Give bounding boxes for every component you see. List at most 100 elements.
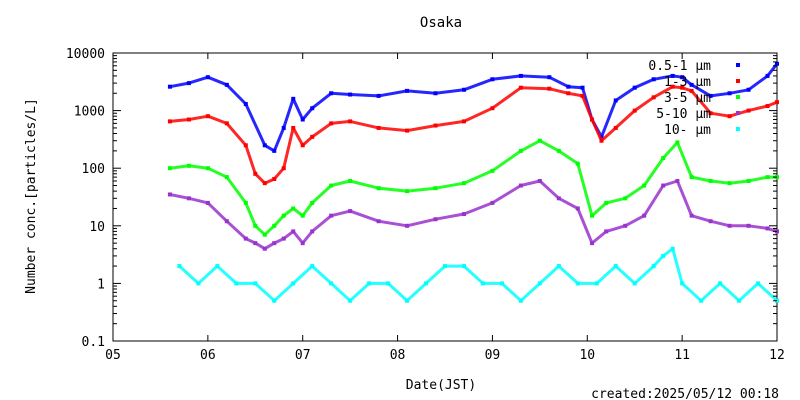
data-point	[329, 121, 334, 126]
data-point	[556, 196, 561, 201]
y-axis-label: Number conc.[particles/L]	[24, 98, 39, 294]
data-point	[196, 281, 201, 286]
data-point	[727, 223, 732, 228]
data-point	[461, 212, 466, 217]
legend-marker	[736, 63, 740, 67]
data-point	[689, 88, 694, 93]
data-point	[727, 181, 732, 186]
y-tick-label: 10000	[66, 47, 105, 62]
data-point	[490, 200, 495, 205]
data-point	[518, 298, 523, 303]
data-point	[708, 111, 713, 116]
y-axis: 0.1 1 10 100 1000 10000	[66, 47, 777, 350]
data-point	[205, 75, 210, 80]
data-point	[594, 281, 599, 286]
data-point	[623, 196, 628, 201]
data-point	[490, 106, 495, 111]
data-point	[518, 85, 523, 90]
data-point	[547, 75, 552, 80]
x-axis-label: Date(JST)	[406, 378, 476, 393]
data-point	[708, 178, 713, 183]
legend-marker	[736, 111, 740, 115]
x-tick-label: 11	[674, 348, 690, 363]
series-line	[169, 179, 778, 251]
data-point	[167, 166, 172, 171]
data-point	[689, 213, 694, 218]
data-point	[253, 241, 258, 246]
data-point	[623, 223, 628, 228]
y-tick-label: 0.1	[82, 335, 105, 350]
data-point	[537, 178, 542, 183]
y-tick-label: 10	[89, 220, 105, 235]
data-point	[253, 281, 258, 286]
data-point	[253, 223, 258, 228]
data-point	[177, 264, 182, 269]
data-point	[376, 93, 381, 98]
series-1	[167, 84, 779, 186]
data-point	[461, 87, 466, 92]
data-point	[281, 125, 286, 130]
data-point	[746, 108, 751, 113]
data-point	[518, 148, 523, 153]
data-point	[490, 77, 495, 82]
data-point	[675, 140, 680, 145]
data-point	[234, 281, 239, 286]
series-0	[167, 61, 779, 153]
data-point	[433, 123, 438, 128]
data-point	[405, 298, 410, 303]
data-point	[604, 200, 609, 205]
x-tick-label: 10	[579, 348, 595, 363]
legend-marker	[736, 79, 740, 83]
series-2	[167, 138, 779, 237]
legend-marker	[736, 95, 740, 99]
data-point	[405, 223, 410, 228]
data-point	[262, 181, 267, 186]
data-point	[433, 217, 438, 222]
data-point	[765, 226, 770, 231]
data-point	[632, 85, 637, 90]
data-point	[433, 91, 438, 96]
data-point	[291, 229, 296, 234]
data-point	[433, 186, 438, 191]
data-point	[689, 82, 694, 87]
data-point	[670, 246, 675, 251]
data-point	[765, 104, 770, 109]
data-point	[756, 281, 761, 286]
data-point	[661, 156, 666, 161]
y-tick-label: 1000	[74, 105, 105, 120]
data-point	[590, 117, 595, 122]
data-point	[651, 77, 656, 82]
data-point	[590, 241, 595, 246]
data-point	[599, 138, 604, 143]
data-point	[262, 143, 267, 148]
data-point	[205, 166, 210, 171]
data-point	[348, 119, 353, 124]
data-point	[765, 175, 770, 180]
data-point	[575, 206, 580, 211]
data-point	[642, 213, 647, 218]
data-point	[580, 85, 585, 90]
data-point	[205, 200, 210, 205]
data-point	[424, 281, 429, 286]
data-point	[272, 148, 277, 153]
data-point	[186, 196, 191, 201]
data-point	[272, 176, 277, 181]
x-tick-label: 12	[769, 348, 785, 363]
data-point	[727, 91, 732, 96]
data-point	[670, 84, 675, 89]
data-point	[480, 281, 485, 286]
created-timestamp: created:2025/05/12 00:18	[591, 387, 779, 400]
data-point	[253, 171, 258, 176]
data-point	[651, 264, 656, 269]
data-point	[405, 88, 410, 93]
data-point	[566, 84, 571, 89]
data-point	[376, 186, 381, 191]
data-point	[632, 281, 637, 286]
data-point	[348, 298, 353, 303]
data-point	[205, 114, 210, 119]
data-point	[243, 200, 248, 205]
legend-label: 3-5 μm	[664, 91, 711, 106]
data-point	[186, 163, 191, 168]
data-point	[547, 86, 552, 91]
